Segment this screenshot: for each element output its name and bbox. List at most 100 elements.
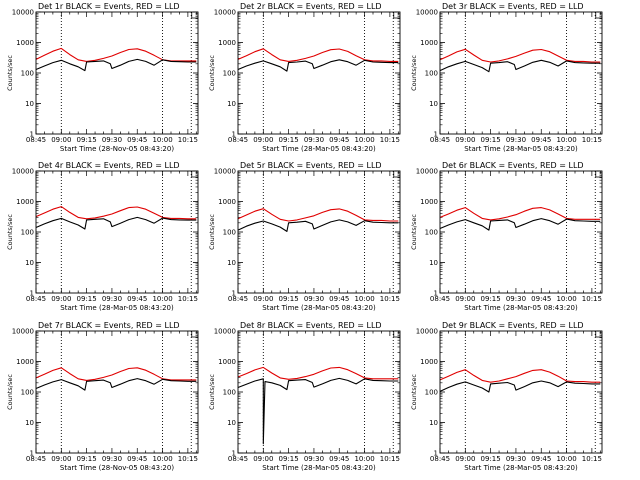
x-axis-label: Start Time (28-Nov-05 08:43:20) (60, 464, 174, 472)
x-tick-label: 10:15 (178, 295, 198, 303)
lld-series-line (237, 366, 399, 380)
panel-1: Det 1r BLACK = Events, RED = LLD Counts/s… (6, 2, 199, 153)
y-axis-label: Counts/sec (208, 214, 216, 250)
panel-title: Det 8r BLACK = Events, RED = LLD (240, 321, 382, 330)
lld-series-line (439, 369, 601, 383)
y-axis-label: Counts/sec (410, 374, 418, 410)
y-tick-label: 10 (429, 259, 438, 267)
panel-5: Det 5r BLACK = Events, RED = LLD Counts/s… (208, 161, 401, 312)
y-tick-label: 10 (429, 419, 438, 427)
y-tick-label: 10 (25, 419, 34, 427)
x-tick-label: 09:30 (506, 455, 526, 463)
y-axis-label: Counts/sec (6, 374, 14, 410)
interval-bracket (191, 331, 199, 338)
x-tick-label: 09:15 (279, 295, 299, 303)
x-tick-label: 10:00 (152, 455, 172, 463)
x-axis-label: Start Time (28-Mar-05 08:43:20) (464, 145, 578, 153)
x-tick-label: 09:30 (304, 295, 324, 303)
panel-6: Det 6r BLACK = Events, RED = LLD Counts/s… (410, 161, 603, 312)
y-axis-label: Counts/sec (410, 55, 418, 91)
x-tick-label: 09:45 (127, 455, 147, 463)
x-tick-label: 08:45 (430, 295, 450, 303)
x-tick-label: 10:15 (380, 295, 400, 303)
panel-title: Det 2r BLACK = Events, RED = LLD (240, 2, 382, 11)
panel-2: Det 2r BLACK = Events, RED = LLD Counts/s… (208, 2, 401, 153)
x-tick-label: 10:15 (178, 136, 198, 144)
interval-bracket (595, 171, 603, 178)
x-tick-label: 09:30 (506, 136, 526, 144)
x-tick-label: 09:00 (455, 136, 475, 144)
x-tick-label: 09:30 (102, 455, 122, 463)
x-tick-label: 10:00 (556, 136, 576, 144)
events-series-line (237, 377, 399, 445)
y-tick-label: 10 (25, 100, 34, 108)
x-tick-label: 09:30 (102, 295, 122, 303)
x-tick-label: 09:45 (531, 455, 551, 463)
x-tick-label: 09:45 (329, 136, 349, 144)
y-tick-label: 10000 (416, 328, 438, 336)
x-tick-label: 10:00 (152, 295, 172, 303)
interval-bracket (191, 171, 199, 178)
lld-series-line (237, 48, 399, 62)
interval-bracket (595, 12, 603, 19)
y-axis-label: Counts/sec (6, 55, 14, 91)
x-tick-label: 09:15 (481, 136, 501, 144)
panel-3: Det 3r BLACK = Events, RED = LLD Counts/s… (410, 2, 603, 153)
panel-title: Det 3r BLACK = Events, RED = LLD (442, 2, 584, 11)
y-tick-label: 1000 (218, 358, 236, 366)
lld-series-line (35, 206, 197, 220)
y-tick-label: 1 (30, 290, 34, 298)
x-tick-label: 09:00 (51, 136, 71, 144)
interval-bracket (595, 331, 603, 338)
plot-frame (439, 170, 603, 294)
y-tick-label: 1 (30, 450, 34, 458)
y-tick-label: 10 (429, 100, 438, 108)
x-axis-label: Start Time (28-Nov-05 08:43:20) (60, 145, 174, 153)
x-tick-label: 08:45 (26, 455, 46, 463)
y-tick-label: 1000 (420, 198, 438, 206)
x-tick-label: 09:00 (51, 455, 71, 463)
interval-bracket (191, 12, 199, 19)
panel-8: Det 8r BLACK = Events, RED = LLD Counts/s… (208, 321, 401, 472)
x-tick-label: 08:45 (430, 136, 450, 144)
panel-9: Det 9r BLACK = Events, RED = LLD Counts/s… (410, 321, 603, 472)
y-axis-label: Counts/sec (410, 214, 418, 250)
events-series-line (35, 216, 197, 230)
x-tick-label: 09:30 (102, 136, 122, 144)
x-tick-label: 08:45 (228, 455, 248, 463)
panel-title: Det 9r BLACK = Events, RED = LLD (442, 321, 584, 330)
y-tick-label: 10000 (416, 9, 438, 17)
x-tick-label: 09:45 (531, 295, 551, 303)
x-tick-label: 09:45 (329, 295, 349, 303)
x-tick-label: 08:45 (430, 455, 450, 463)
panel-7: Det 7r BLACK = Events, RED = LLD Counts/s… (6, 321, 199, 472)
x-tick-label: 10:00 (354, 295, 374, 303)
x-tick-label: 09:45 (127, 136, 147, 144)
y-tick-label: 100 (223, 389, 236, 397)
x-tick-label: 10:15 (582, 455, 602, 463)
x-tick-label: 09:15 (481, 295, 501, 303)
y-tick-label: 100 (425, 389, 438, 397)
x-tick-label: 09:45 (127, 295, 147, 303)
interval-bracket (393, 331, 401, 338)
plot-frame (35, 170, 199, 294)
x-tick-label: 09:15 (279, 455, 299, 463)
panel-4: Det 4r BLACK = Events, RED = LLD Counts/s… (6, 161, 199, 312)
y-tick-label: 1 (232, 450, 236, 458)
x-tick-label: 10:00 (556, 455, 576, 463)
x-tick-label: 09:30 (304, 455, 324, 463)
y-tick-label: 100 (425, 70, 438, 78)
y-tick-label: 1000 (420, 358, 438, 366)
x-tick-label: 09:15 (77, 136, 97, 144)
x-tick-label: 09:00 (455, 455, 475, 463)
events-series-line (439, 59, 601, 73)
y-tick-label: 10 (227, 259, 236, 267)
x-axis-label: Start Time (28-Mar-05 08:43:20) (60, 304, 174, 312)
x-tick-label: 10:15 (582, 136, 602, 144)
y-tick-label: 10 (227, 100, 236, 108)
x-tick-label: 10:15 (380, 136, 400, 144)
x-tick-label: 09:00 (51, 295, 71, 303)
x-axis-label: Start Time (28-Mar-05 08:43:20) (464, 464, 578, 472)
x-tick-label: 09:30 (506, 295, 526, 303)
y-axis-label: Counts/sec (6, 214, 14, 250)
